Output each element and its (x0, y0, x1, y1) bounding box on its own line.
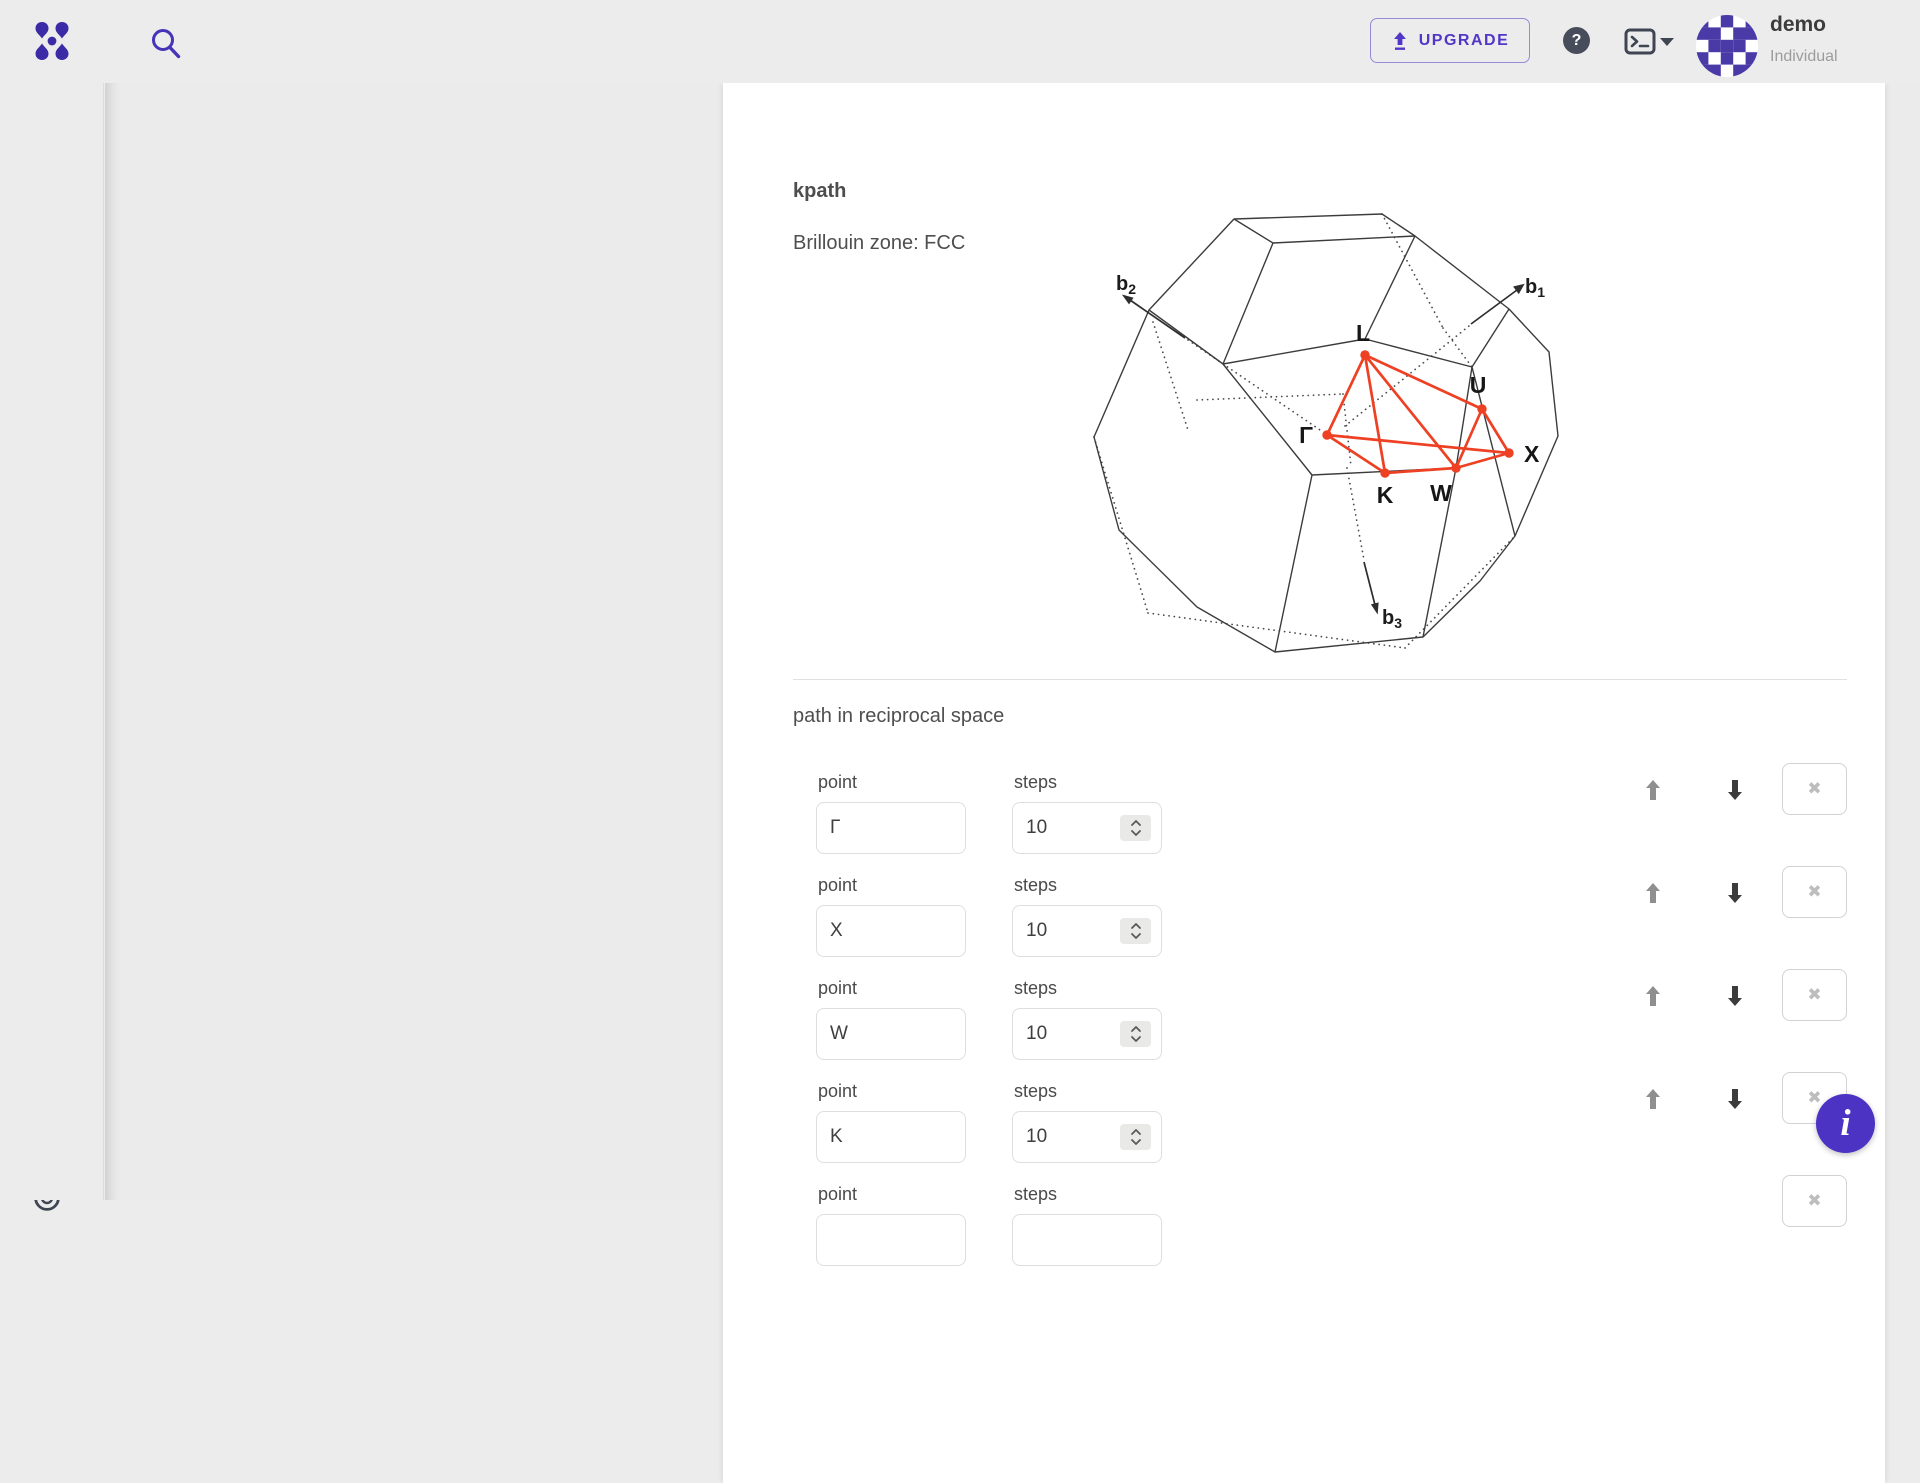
top-bar: UPGRADE ? demo Individual (0, 0, 1920, 83)
kpath-row: point steps ✖ (723, 1175, 1885, 1287)
terminal-menu-icon[interactable] (1624, 27, 1676, 57)
steps-label: steps (1014, 978, 1058, 998)
close-icon: ✖ (1807, 882, 1822, 901)
steps-label: steps (1014, 875, 1058, 895)
path-section-title: path in reciprocal space (793, 705, 1005, 727)
move-down-button[interactable] (1726, 981, 1756, 1011)
app-logo-icon[interactable] (32, 20, 72, 62)
steps-spinner[interactable] (1120, 1124, 1151, 1150)
point-input[interactable] (816, 1008, 966, 1060)
help-icon[interactable]: ? (1563, 27, 1590, 54)
user-plan-label: Individual (1770, 48, 1838, 65)
point-input[interactable] (816, 1214, 966, 1266)
bz-vector-b2: b2 (1116, 273, 1136, 297)
move-up-button[interactable] (1644, 775, 1674, 805)
point-label: point (818, 978, 858, 998)
close-icon: ✖ (1807, 1191, 1822, 1210)
remove-row-button[interactable]: ✖ (1782, 969, 1847, 1021)
remove-row-button[interactable]: ✖ (1782, 1175, 1847, 1227)
steps-input[interactable] (1012, 1008, 1162, 1060)
point-input[interactable] (816, 802, 966, 854)
brillouin-zone-label: Brillouin zone: FCC (793, 232, 966, 254)
remove-row-button[interactable]: ✖ (1782, 763, 1847, 815)
left-sidebar (0, 83, 104, 1200)
move-up-button[interactable] (1644, 878, 1674, 908)
point-label: point (818, 1081, 858, 1101)
move-up-button[interactable] (1644, 981, 1674, 1011)
bz-label-k: K (1377, 482, 1394, 508)
info-icon: i (1840, 1103, 1851, 1144)
point-input[interactable] (816, 905, 966, 957)
point-label: point (818, 772, 858, 792)
upgrade-label: UPGRADE (1418, 31, 1510, 49)
move-down-button[interactable] (1726, 775, 1756, 805)
kpath-points (1322, 350, 1514, 478)
close-icon: ✖ (1807, 779, 1822, 798)
search-icon[interactable] (148, 26, 184, 62)
bz-label-x: X (1524, 441, 1540, 467)
steps-input[interactable] (1012, 1214, 1162, 1266)
point-label: point (818, 1184, 858, 1204)
close-icon: ✖ (1807, 1088, 1822, 1107)
bz-label-u: U (1470, 372, 1487, 398)
kpath-panel: kpath Brillouin zone: FCC (723, 83, 1885, 1483)
avatar[interactable] (1696, 15, 1758, 77)
steps-label: steps (1014, 772, 1058, 792)
steps-spinner[interactable] (1120, 815, 1151, 841)
kpath-row: point steps ✖ (723, 763, 1885, 875)
bz-vector-b3: b3 (1382, 607, 1402, 631)
bz-label-gamma: Γ (1299, 422, 1313, 448)
brillouin-zone-figure: Γ X W K L U b1 b2 b3 (1060, 200, 1580, 680)
user-name[interactable]: demo (1770, 13, 1827, 36)
point-label: point (818, 875, 858, 895)
upload-icon (1391, 31, 1409, 51)
bz-label-w: W (1430, 480, 1452, 506)
steps-spinner[interactable] (1120, 918, 1151, 944)
bz-label-l: L (1356, 320, 1370, 346)
kpath-row: point steps ✖ (723, 1072, 1885, 1184)
kpath-segments (1325, 353, 1511, 475)
bz-vector-b1: b1 (1525, 276, 1545, 300)
move-up-button[interactable] (1644, 1084, 1674, 1114)
steps-spinner[interactable] (1120, 1021, 1151, 1047)
move-down-button[interactable] (1726, 878, 1756, 908)
page-title: kpath (793, 180, 847, 202)
close-icon: ✖ (1807, 985, 1822, 1004)
move-down-button[interactable] (1726, 1084, 1756, 1114)
upgrade-button[interactable]: UPGRADE (1370, 18, 1530, 63)
steps-label: steps (1014, 1081, 1058, 1101)
section-divider (793, 679, 1847, 680)
info-button[interactable]: i (1816, 1094, 1875, 1153)
remove-row-button[interactable]: ✖ (1782, 866, 1847, 918)
steps-input[interactable] (1012, 905, 1162, 957)
point-input[interactable] (816, 1111, 966, 1163)
kpath-row: point steps ✖ (723, 969, 1885, 1081)
kpath-row: point steps ✖ (723, 866, 1885, 978)
steps-label: steps (1014, 1184, 1058, 1204)
